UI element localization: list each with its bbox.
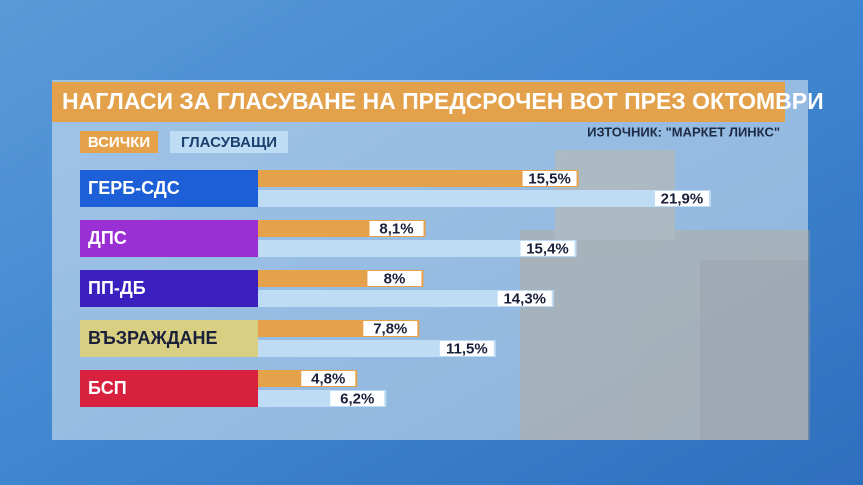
value-label: 8% xyxy=(384,270,406,287)
bar xyxy=(258,170,579,187)
value-label-box xyxy=(520,241,575,256)
building xyxy=(520,150,810,440)
bar xyxy=(258,340,496,357)
value-label: 15,4% xyxy=(526,240,569,257)
value-label: 15,5% xyxy=(528,170,571,187)
category-label: БСП xyxy=(88,378,127,398)
source: ИЗТОЧНИК: "МАРКЕТ ЛИНКС" xyxy=(587,124,780,139)
category-box xyxy=(80,370,258,407)
value-label-box xyxy=(522,171,577,186)
chart-title: НАГЛАСИ ЗА ГЛАСУВАНЕ НА ПРЕДСРОЧЕН ВОТ П… xyxy=(62,88,824,114)
category-box xyxy=(80,220,258,257)
category-box xyxy=(80,270,258,307)
value-label-box xyxy=(363,321,418,336)
legend-swatch xyxy=(170,131,288,153)
value-label-box xyxy=(330,391,385,406)
value-label: 4,8% xyxy=(311,370,345,387)
value-label: 21,9% xyxy=(661,190,704,207)
value-label-box xyxy=(369,221,424,236)
legend-label: ГЛАСУВАЩИ xyxy=(181,134,277,151)
category-label: ДПС xyxy=(88,228,127,248)
category-label: ГЕРБ-СДС xyxy=(88,178,180,198)
value-label-box xyxy=(654,191,709,206)
value-label-box xyxy=(497,291,552,306)
value-label: 11,5% xyxy=(446,340,488,357)
bar xyxy=(258,240,577,257)
bar xyxy=(258,290,554,307)
value-label: 8,1% xyxy=(379,220,413,237)
value-label-box xyxy=(367,271,422,286)
category-box xyxy=(80,320,258,357)
value-label-box xyxy=(439,341,494,356)
value-label-box xyxy=(301,371,356,386)
legend-swatch xyxy=(80,131,158,153)
legend-label: ВСИЧКИ xyxy=(88,134,150,151)
title-bar xyxy=(52,82,785,122)
category-label: ВЪЗРАЖДАНЕ xyxy=(88,328,218,348)
category-label: ПП-ДБ xyxy=(88,278,146,298)
value-label: 7,8% xyxy=(373,320,407,337)
category-box xyxy=(80,170,258,207)
value-label: 6,2% xyxy=(340,390,374,407)
bar xyxy=(258,190,711,207)
value-label: 14,3% xyxy=(503,290,546,307)
